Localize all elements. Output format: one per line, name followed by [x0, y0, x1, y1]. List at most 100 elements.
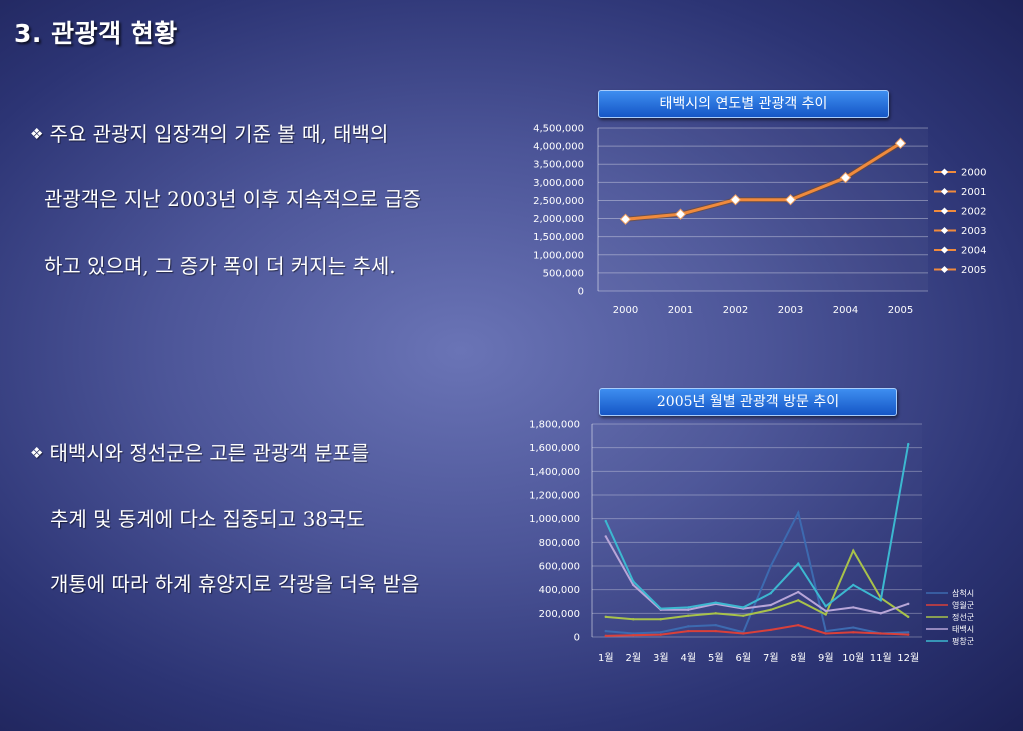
- monthly-series-point: [659, 631, 662, 634]
- yearly-legend-label: 2001: [961, 187, 986, 198]
- yearly-x-tick-label: 2001: [668, 305, 693, 316]
- monthly-x-tick-label: 10월: [842, 652, 864, 664]
- bullet-1-line-1: ❖ 주요 관광지 입장객의 기준 볼 때, 태백의: [30, 124, 388, 144]
- monthly-y-tick-label: 1,000,000: [529, 514, 580, 525]
- monthly-series-point: [687, 614, 690, 617]
- monthly-series-point: [852, 583, 855, 587]
- bullet-2-mark: ❖: [30, 444, 44, 462]
- monthly-series-point: [659, 618, 662, 621]
- yearly-legend-label: 2002: [961, 207, 986, 218]
- yearly-point: [674, 208, 687, 220]
- monthly-series-point: [687, 608, 690, 611]
- monthly-series-point: [687, 625, 690, 628]
- bullet-1-mark: ❖: [30, 125, 44, 143]
- monthly-y-tick-label: 600,000: [539, 562, 580, 573]
- yearly-y-tick-label: 0: [578, 287, 584, 298]
- yearly-visitor-chart: 0 500,000 1,000,000 1,500,000 2,000,000 2,500…: [533, 124, 986, 317]
- bullet-1-line-2: 관광객은 지난 2003년 이후 지속적으로 급증: [44, 187, 422, 211]
- monthly-series-point: [879, 632, 882, 635]
- monthly-series-line: [604, 535, 909, 615]
- monthly-series-point: [907, 602, 910, 606]
- monthly-series-point: [824, 609, 827, 613]
- monthly-series-line: [605, 509, 909, 635]
- monthly-series-point: [632, 583, 635, 587]
- monthly-series-point: [714, 629, 717, 633]
- monthly-series-point: [769, 628, 772, 632]
- monthly-x-tick-label: 11월: [870, 652, 892, 664]
- monthly-x-tick-label: 1월: [598, 652, 614, 664]
- monthly-series-line: [605, 624, 909, 637]
- yearly-point: [729, 194, 742, 206]
- yearly-legend-marker: [940, 226, 949, 235]
- monthly-series-point: [879, 599, 882, 602]
- yearly-legend-label: 2000: [961, 168, 986, 179]
- monthly-y-tick-label: 1,200,000: [529, 491, 580, 502]
- yearly-legend-marker: [940, 246, 949, 254]
- yearly-x-tick-label: 2004: [833, 305, 858, 316]
- monthly-series-point: [632, 632, 635, 635]
- monthly-series-line: [604, 443, 910, 610]
- yearly-y-tick-label: 1,000,000: [533, 250, 584, 261]
- monthly-series-point: [659, 633, 662, 636]
- yearly-legend-label: 2005: [961, 265, 986, 276]
- monthly-legend-label: 태백시: [952, 624, 974, 634]
- monthly-series-point: [852, 626, 855, 629]
- monthly-x-tick-label: 7월: [763, 652, 779, 664]
- monthly-series-point: [714, 612, 717, 615]
- yearly-y-tick-label: 2,000,000: [533, 214, 584, 225]
- monthly-series-point: [604, 535, 607, 538]
- yearly-y-tick-label: 3,000,000: [533, 178, 584, 189]
- yearly-y-tick-label: 1,500,000: [533, 232, 584, 243]
- monthly-series-point: [797, 562, 800, 565]
- monthly-series-point: [632, 580, 635, 583]
- monthly-series-point: [852, 631, 855, 634]
- monthly-y-tick-label: 1,800,000: [529, 420, 580, 431]
- monthly-y-tick-label: 0: [574, 633, 580, 644]
- monthly-series-point: [769, 592, 772, 595]
- yearly-x-tick-label: 2005: [888, 305, 913, 316]
- monthly-series-point: [769, 564, 772, 568]
- yearly-y-tick-label: 500,000: [543, 268, 584, 279]
- monthly-series-point: [604, 615, 607, 619]
- monthly-x-tick-label: 3월: [653, 652, 669, 664]
- monthly-series-line: [605, 548, 909, 621]
- yearly-y-tick-label: 3,500,000: [533, 160, 584, 171]
- yearly-line: [625, 141, 902, 221]
- monthly-x-tick-label: 6월: [735, 652, 751, 664]
- yearly-legend-label: 2003: [961, 226, 986, 237]
- monthly-series-point: [797, 590, 800, 594]
- bullet-2-line-1-text: 태백시와 정선군은 고른 관광객 분포를: [49, 441, 370, 465]
- monthly-series-point: [797, 511, 800, 514]
- bullet-1-line-3: 하고 있으며, 그 증가 폭이 더 커지는 추세.: [44, 254, 396, 278]
- monthly-visitor-chart: 0 200,000 400,000 600,000 800,000 1,000,000 1,…: [529, 420, 974, 665]
- monthly-series-point: [604, 629, 607, 633]
- monthly-series-point: [769, 608, 772, 611]
- page-title: 3. 관광객 현황: [14, 19, 178, 48]
- yearly-chart-title: 태백시의 연도별 관광객 추이: [598, 90, 889, 118]
- yearly-x-tick-label: 2002: [723, 305, 748, 316]
- monthly-y-tick-label: 200,000: [539, 609, 580, 620]
- yearly-point: [894, 137, 907, 149]
- monthly-y-tick-label: 1,400,000: [529, 467, 580, 478]
- bullet-1-line-1-text: 주요 관광지 입장객의 기준 볼 때, 태백의: [49, 122, 389, 146]
- monthly-chart-title: 2005년 월별 관광객 방문 추이: [599, 388, 897, 416]
- yearly-legend-marker: [940, 265, 949, 274]
- bullet-2-line-2: 추계 및 동계에 다소 집중되고 38국도: [50, 507, 365, 531]
- yearly-legend-marker: [940, 187, 949, 196]
- monthly-series-point: [824, 613, 827, 616]
- yearly-legend-marker: [940, 168, 949, 176]
- monthly-series-point: [714, 601, 717, 604]
- monthly-series-point: [797, 599, 800, 602]
- monthly-series-point: [824, 629, 827, 633]
- monthly-series-point: [742, 614, 745, 617]
- monthly-series-point: [907, 615, 910, 619]
- monthly-series-point: [742, 632, 745, 635]
- monthly-x-tick-label: 8월: [790, 652, 806, 664]
- monthly-x-tick-label: 4월: [680, 652, 696, 664]
- yearly-point: [839, 171, 852, 184]
- monthly-series-point: [687, 606, 690, 609]
- monthly-legend-label: 영월군: [952, 600, 974, 610]
- monthly-x-tick-label: 12월: [897, 652, 919, 664]
- yearly-y-tick-label: 2,500,000: [533, 196, 584, 207]
- monthly-legend-label: 정선군: [952, 612, 974, 622]
